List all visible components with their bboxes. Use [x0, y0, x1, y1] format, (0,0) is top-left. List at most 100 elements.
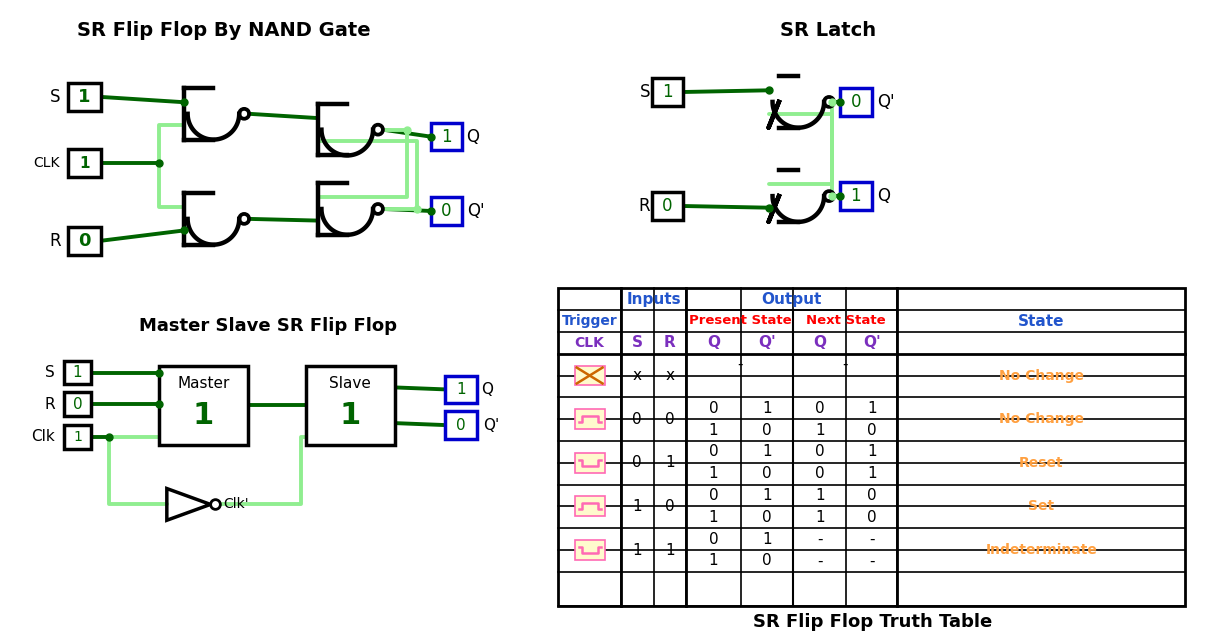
Bar [431, 123, 462, 150]
Text: R: R [48, 232, 60, 250]
Text: 1: 1 [866, 444, 876, 460]
Text: Trigger: Trigger [561, 314, 617, 328]
Text: Clk: Clk [31, 429, 54, 444]
Text: Q: Q [707, 335, 720, 351]
Bar [68, 83, 102, 111]
Text: CLK: CLK [34, 157, 60, 170]
Bar [575, 453, 605, 473]
Text: 0: 0 [666, 499, 675, 514]
Text: -: - [869, 553, 875, 568]
Text: Q': Q' [467, 202, 485, 220]
Text: SR Latch: SR Latch [780, 21, 876, 40]
Text: -: - [869, 532, 875, 546]
Text: 0: 0 [762, 553, 772, 568]
Text: 0: 0 [633, 455, 643, 470]
Text: Master: Master [178, 376, 230, 391]
Text: Q: Q [466, 128, 479, 146]
Text: 1: 1 [866, 401, 876, 416]
Text: Reset: Reset [1019, 456, 1064, 470]
Text: Q: Q [482, 382, 492, 397]
Bar [445, 376, 477, 403]
Text: S: S [632, 335, 643, 351]
Text: 1: 1 [814, 510, 824, 525]
Text: 0: 0 [662, 197, 673, 215]
Text: 0: 0 [456, 417, 466, 433]
Text: -: - [737, 357, 743, 372]
Bar [652, 78, 684, 106]
Text: 0: 0 [442, 202, 451, 220]
Text: S: S [50, 88, 60, 106]
Text: -: - [817, 532, 823, 546]
Text: 1: 1 [633, 499, 643, 514]
Text: Set: Set [1028, 499, 1054, 514]
Bar [558, 288, 1185, 605]
Text: 1: 1 [851, 187, 862, 205]
Text: 1: 1 [709, 553, 719, 568]
Text: Q': Q' [759, 335, 776, 351]
Text: Q': Q' [483, 417, 499, 433]
Bar [64, 392, 92, 416]
Text: 0: 0 [709, 401, 719, 416]
Text: x: x [666, 368, 674, 383]
Text: 1: 1 [633, 542, 643, 557]
Text: CLK: CLK [575, 336, 605, 350]
Text: State: State [1018, 313, 1065, 329]
Text: R: R [639, 197, 651, 215]
Text: 0: 0 [851, 93, 862, 111]
Text: Q: Q [813, 335, 826, 351]
Text: 1: 1 [762, 488, 772, 503]
Text: 0: 0 [709, 532, 719, 546]
Text: -: - [842, 357, 848, 372]
Text: 0: 0 [666, 412, 675, 427]
Text: 0: 0 [866, 488, 876, 503]
Text: 0: 0 [73, 397, 82, 412]
Bar [840, 88, 871, 116]
Bar [68, 150, 102, 177]
Bar [652, 192, 684, 220]
Text: 1: 1 [666, 455, 675, 470]
Text: 0: 0 [814, 401, 824, 416]
Text: 1: 1 [73, 365, 82, 380]
Text: S: S [45, 365, 54, 380]
Text: Present State: Present State [688, 315, 791, 327]
Bar [431, 197, 462, 225]
Text: No Change: No Change [998, 412, 1084, 426]
Text: 1: 1 [762, 401, 772, 416]
Text: Master Slave SR Flip Flop: Master Slave SR Flip Flop [139, 317, 397, 335]
Text: 1: 1 [192, 401, 214, 429]
Bar [840, 182, 871, 210]
Text: 1: 1 [762, 444, 772, 460]
Text: 1: 1 [340, 401, 361, 429]
Text: 1: 1 [709, 510, 719, 525]
Text: Q': Q' [877, 93, 894, 111]
Bar [64, 361, 92, 385]
Text: Clk': Clk' [224, 498, 249, 512]
Bar [575, 365, 605, 385]
Bar [575, 496, 605, 516]
Bar [306, 365, 394, 445]
Text: 0: 0 [814, 466, 824, 481]
Bar [575, 409, 605, 429]
Text: x: x [633, 368, 641, 383]
Text: Q: Q [877, 187, 891, 205]
Text: -: - [817, 553, 823, 568]
Text: 1: 1 [442, 128, 451, 146]
Bar [445, 412, 477, 439]
Bar [68, 227, 102, 255]
Text: 1: 1 [814, 488, 824, 503]
Text: 1: 1 [79, 88, 91, 106]
Text: 0: 0 [866, 510, 876, 525]
Text: 1: 1 [709, 466, 719, 481]
Text: 1: 1 [456, 382, 466, 397]
Text: SR Flip Flop By NAND Gate: SR Flip Flop By NAND Gate [76, 21, 370, 40]
Text: R: R [45, 397, 56, 412]
Text: 1: 1 [80, 156, 90, 171]
Text: 0: 0 [866, 422, 876, 438]
Bar [159, 365, 248, 445]
Text: Output: Output [761, 291, 822, 307]
Text: S: S [639, 83, 650, 101]
Text: Q': Q' [863, 335, 881, 351]
Text: Next State: Next State [806, 315, 886, 327]
Text: 0: 0 [633, 412, 643, 427]
Text: 0: 0 [762, 510, 772, 525]
